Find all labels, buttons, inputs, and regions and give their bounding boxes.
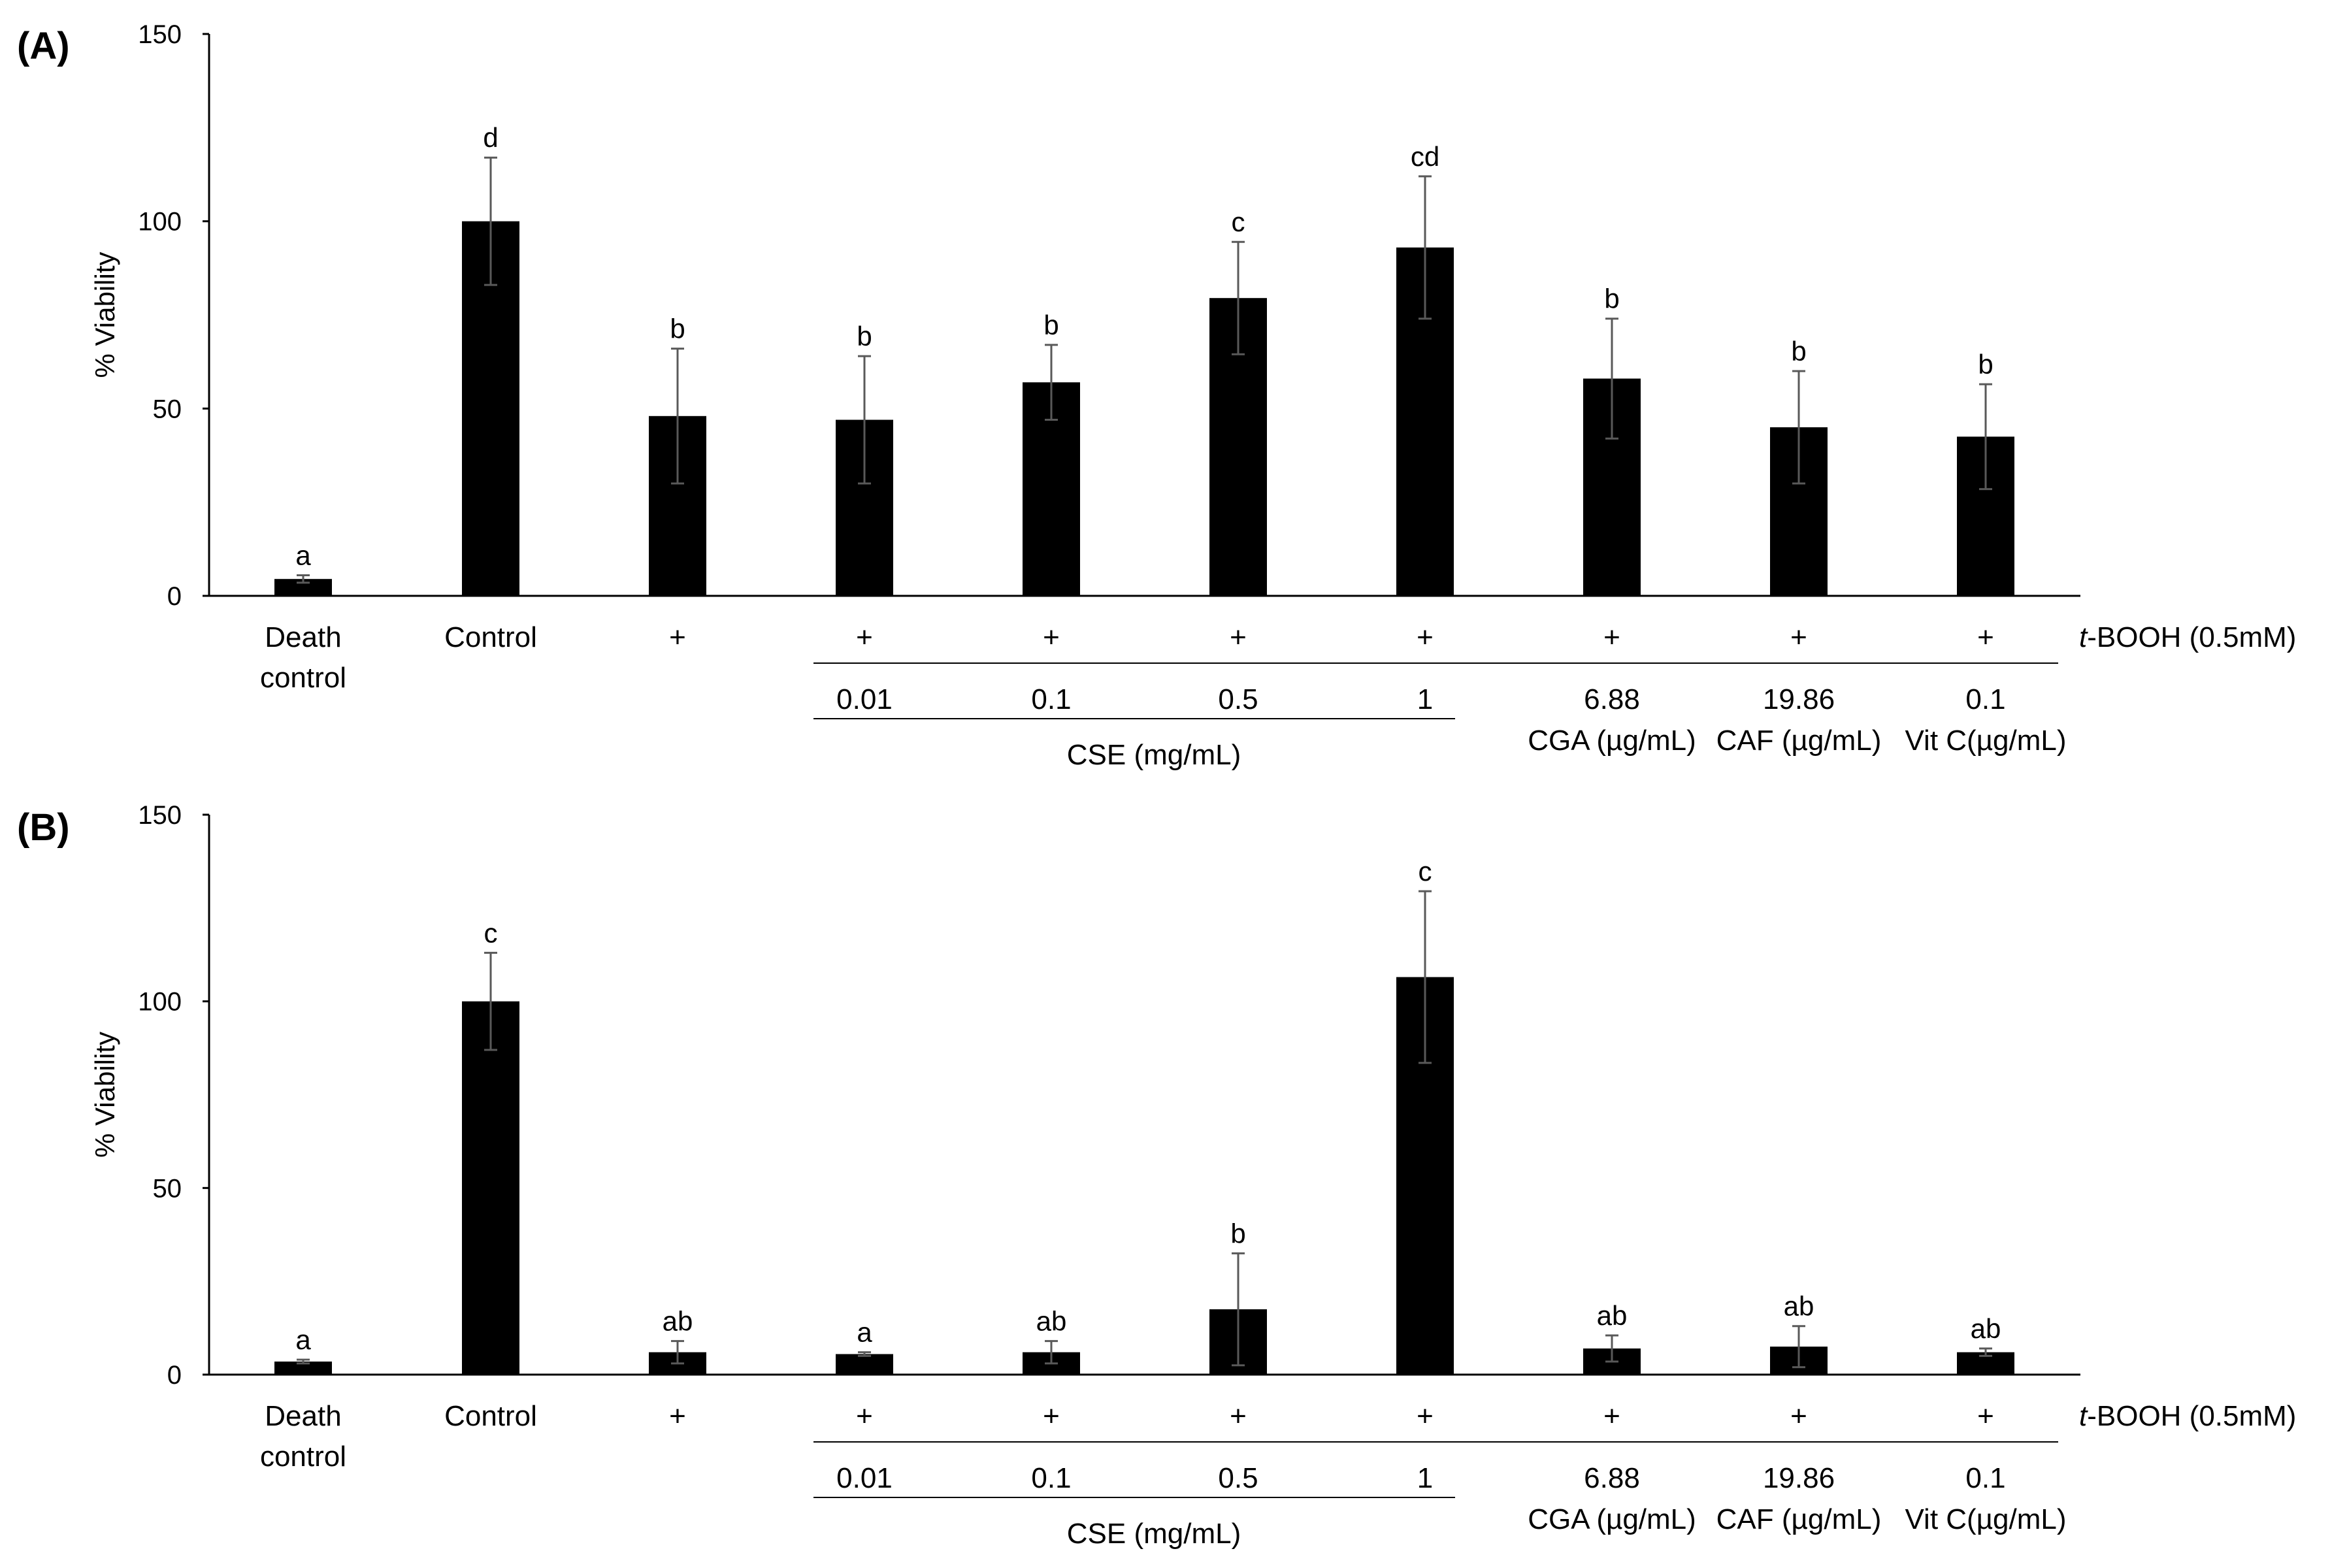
significance-letter: c <box>484 917 498 948</box>
significance-letter: b <box>1978 349 1993 380</box>
group-label: Control <box>444 1400 537 1432</box>
vitc-unit-label: Vit C(µg/mL) <box>1905 1503 2066 1535</box>
group-label-line: Death <box>265 621 341 653</box>
dose-label: 0.1 <box>1031 683 1071 715</box>
significance-letter: cd <box>1411 141 1439 172</box>
dose-label: 6.88 <box>1584 1462 1640 1494</box>
treatment-label: t-BOOH (0.5mM) <box>2079 1400 2296 1432</box>
y-tick-label: 100 <box>138 988 182 1017</box>
cga-unit-label: CGA (µg/mL) <box>1528 1503 1696 1535</box>
bar <box>274 1362 332 1375</box>
treatment-label-rest: -BOOH (0.5mM) <box>2087 621 2296 653</box>
significance-letter: c <box>1232 206 1245 237</box>
treatment-label-prefix: t <box>2079 1400 2088 1432</box>
dose-label: 0.01 <box>836 683 893 715</box>
group-label: + <box>1417 1400 1434 1432</box>
group-label: + <box>856 621 873 653</box>
y-tick-label: 100 <box>138 208 182 237</box>
dose-label: 19.86 <box>1763 683 1835 715</box>
group-label: + <box>1230 621 1247 653</box>
significance-letter: b <box>670 314 685 344</box>
significance-letter: b <box>1791 336 1806 367</box>
group-label: + <box>1417 621 1434 653</box>
group-label-line: Death <box>265 1400 341 1432</box>
group-label: + <box>1977 621 1994 653</box>
significance-letter: d <box>483 122 498 153</box>
y-tick-label: 50 <box>153 1174 182 1203</box>
dose-label: 6.88 <box>1584 683 1640 715</box>
dose-label: 1 <box>1417 683 1433 715</box>
group-label-line: control <box>260 662 346 694</box>
group-label-death-control: Death control <box>260 621 346 694</box>
dose-label: 0.1 <box>1965 683 2005 715</box>
significance-letter: b <box>1043 310 1058 340</box>
group-label-death-control: Death control <box>260 1400 346 1473</box>
dose-label: 0.1 <box>1031 1462 1071 1494</box>
caf-unit-label: CAF (µg/mL) <box>1716 725 1882 757</box>
treatment-label-prefix: t <box>2079 621 2088 653</box>
panel-a: (A) 0 50 100 150 % Viability a d b b b c cd b b b Death c… <box>17 20 2296 771</box>
significance-letter: ab <box>1971 1313 2001 1344</box>
caf-unit-label: CAF (µg/mL) <box>1716 1503 1882 1535</box>
group-label: + <box>1790 1400 1807 1432</box>
group-label: + <box>856 1400 873 1432</box>
group-label: + <box>1790 621 1807 653</box>
bar <box>462 1001 519 1375</box>
y-axis-label: % Viability <box>90 252 120 378</box>
y-tick-label: 150 <box>138 20 182 49</box>
group-label: + <box>1230 1400 1247 1432</box>
significance-letter: b <box>1604 284 1619 314</box>
treatment-label-rest: -BOOH (0.5mM) <box>2087 1400 2296 1432</box>
group-label: + <box>1603 1400 1620 1432</box>
cga-unit-label: CGA (µg/mL) <box>1528 725 1696 757</box>
significance-letter: ab <box>1597 1300 1628 1331</box>
significance-letter: b <box>1230 1218 1245 1249</box>
treatment-label: t-BOOH (0.5mM) <box>2079 621 2296 653</box>
significance-letter: a <box>295 540 311 570</box>
group-label: + <box>1603 621 1620 653</box>
significance-letter: c <box>1419 856 1432 887</box>
significance-letter: ab <box>1036 1306 1067 1337</box>
dose-label: 0.1 <box>1965 1462 2005 1494</box>
dose-label: 0.01 <box>836 1462 893 1494</box>
y-tick-label: 50 <box>153 395 182 423</box>
dose-label: 0.5 <box>1218 683 1258 715</box>
y-axis-label: % Viability <box>90 1032 120 1158</box>
vitc-unit-label: Vit C(µg/mL) <box>1905 725 2066 757</box>
group-label-line: control <box>260 1441 346 1473</box>
panel-label: (B) <box>17 806 70 849</box>
y-tick-label: 150 <box>138 801 182 830</box>
cse-unit-label: CSE (mg/mL) <box>1067 739 1241 771</box>
bar <box>836 1354 893 1375</box>
panel-label: (A) <box>17 25 70 67</box>
y-tick-label: 0 <box>167 582 182 611</box>
significance-letter: ab <box>1784 1291 1814 1322</box>
cse-unit-label: CSE (mg/mL) <box>1067 1518 1241 1550</box>
panel-b: (B) 0 50 100 150 % Viability a c ab a ab b c ab ab ab De… <box>17 801 2296 1550</box>
significance-letter: a <box>857 1317 872 1348</box>
significance-letter: ab <box>663 1306 693 1337</box>
dose-label: 19.86 <box>1763 1462 1835 1494</box>
group-label: + <box>669 621 686 653</box>
dose-label: 1 <box>1417 1462 1433 1494</box>
group-label: + <box>1043 1400 1060 1432</box>
significance-letter: a <box>295 1324 311 1355</box>
group-label: + <box>1977 1400 1994 1432</box>
y-tick-label: 0 <box>167 1361 182 1390</box>
significance-letter: b <box>857 321 872 351</box>
group-label: + <box>1043 621 1060 653</box>
dose-label: 0.5 <box>1218 1462 1258 1494</box>
group-label: + <box>669 1400 686 1432</box>
group-label: Control <box>444 621 537 653</box>
